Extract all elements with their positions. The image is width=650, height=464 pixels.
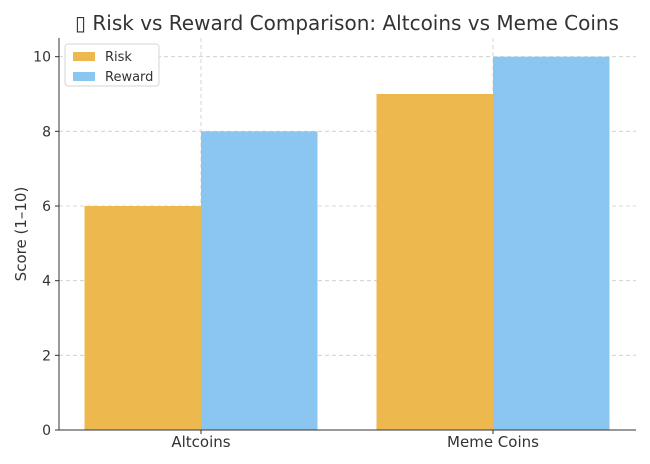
x-tick-label: Altcoins <box>171 433 230 451</box>
x-tick-label: Meme Coins <box>447 433 539 451</box>
legend: Risk Reward <box>64 43 160 87</box>
chart-title: ▯ Risk vs Reward Comparison: Altcoins vs… <box>75 11 619 35</box>
y-tick-label: 8 <box>42 124 51 140</box>
bar-risk-altcoins <box>84 206 201 430</box>
legend-swatch-risk <box>73 52 95 61</box>
bar-risk-meme-coins <box>376 94 493 430</box>
y-tick-label: 10 <box>33 50 51 66</box>
bars <box>84 56 610 431</box>
y-tick-label: 6 <box>42 199 51 215</box>
bar-reward-altcoins <box>201 131 318 431</box>
y-tick-label: 2 <box>42 348 51 364</box>
bar-reward-meme-coins <box>493 56 610 431</box>
legend-swatch-reward <box>73 72 95 81</box>
y-axis-label: Score (1–10) <box>12 187 30 282</box>
tick-labels: 0 2 4 6 8 10 Altcoins Meme Coins <box>33 50 539 451</box>
legend-label-reward: Reward <box>105 70 153 85</box>
axes <box>58 38 636 431</box>
y-tick-label: 4 <box>42 274 51 290</box>
y-tick-label: 0 <box>42 423 51 439</box>
legend-label-risk: Risk <box>105 50 132 65</box>
